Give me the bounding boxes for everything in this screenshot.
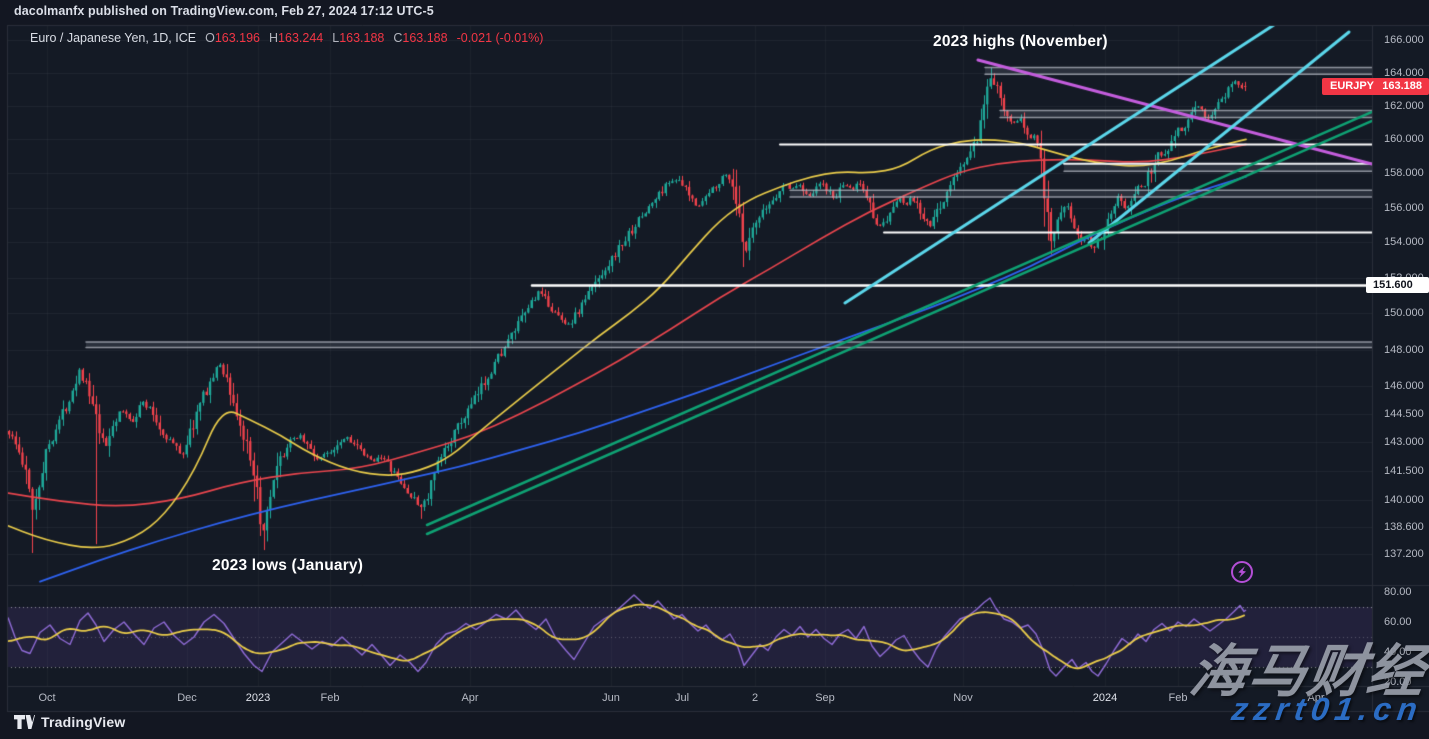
price-tick-label: 148.000 xyxy=(1384,343,1424,356)
time-tick-label: Jun xyxy=(602,692,620,704)
rsi-tick-label: 60.00 xyxy=(1384,616,1412,628)
price-tick-label: 166.000 xyxy=(1384,34,1424,46)
time-tick-label: Feb xyxy=(320,692,340,704)
price-tick-label: 144.500 xyxy=(1384,408,1424,421)
attribution-text: dacolmanfx published on TradingView.com,… xyxy=(14,4,434,18)
watermark-url: zzrt01.cn xyxy=(1229,691,1426,727)
tradingview-wordmark: TradingView xyxy=(41,714,126,730)
last-price-tag: EURJPY 163.188 xyxy=(1322,78,1429,95)
price-tick-label: 138.600 xyxy=(1384,520,1424,533)
rsi-tick-label: 80.00 xyxy=(1384,586,1412,598)
price-tick-label: 140.000 xyxy=(1384,493,1424,506)
price-tick-label: 158.000 xyxy=(1384,167,1424,180)
annotation-2023-highs: 2023 highs (November) xyxy=(933,33,1108,50)
tradingview-mark-icon xyxy=(14,715,35,729)
lightning-bolt-icon xyxy=(1238,566,1246,578)
lightning-mode-button[interactable] xyxy=(1229,559,1255,585)
rsi-tick-label: 20.00 xyxy=(1384,676,1412,688)
ohlc-open: O163.196 xyxy=(205,31,261,45)
price-tick-label: 137.200 xyxy=(1384,548,1424,560)
change-value: -0.021 (-0.01%) xyxy=(456,31,544,45)
symbol-title: Euro / Japanese Yen, 1D, ICE xyxy=(30,31,197,45)
time-tick-label: 2024 xyxy=(1092,692,1118,704)
time-tick-label: Sep xyxy=(815,692,835,704)
time-tick-label: Apr xyxy=(1307,692,1325,704)
price-tick-label: 141.500 xyxy=(1384,464,1424,477)
symbol-legend[interactable]: Euro / Japanese Yen, 1D, ICE O163.196 H1… xyxy=(30,31,543,45)
price-tick-label: 143.000 xyxy=(1384,436,1424,449)
time-tick-label: Feb xyxy=(1168,692,1188,704)
time-tick-label: Dec xyxy=(177,692,197,704)
lightning-circle xyxy=(1231,561,1253,583)
time-tick-label: 2023 xyxy=(245,692,271,704)
price-tick-label: 154.000 xyxy=(1384,236,1424,249)
level-price-tag: 151.600 xyxy=(1366,277,1429,293)
ohlc-close: C163.188 xyxy=(393,31,448,45)
price-tick-label: 146.000 xyxy=(1384,380,1424,393)
rsi-tick-label: 40.00 xyxy=(1384,646,1412,658)
ohlc-low: L163.188 xyxy=(332,31,385,45)
price-tick-label: 164.000 xyxy=(1384,66,1424,79)
tradingview-logo[interactable]: TradingView xyxy=(14,714,125,730)
ohlc-high: H163.244 xyxy=(269,31,324,45)
last-price-value: 163.188 xyxy=(1382,80,1422,92)
last-price-symbol: EURJPY xyxy=(1330,80,1375,92)
time-tick-label: Jul xyxy=(674,692,690,704)
time-tick-label: Nov xyxy=(953,692,973,704)
time-tick-label: Oct xyxy=(38,692,56,704)
time-tick-label: 2 xyxy=(751,692,759,704)
time-tick-label: Apr xyxy=(461,692,479,704)
price-tick-label: 162.000 xyxy=(1384,99,1424,112)
annotation-2023-lows: 2023 lows (January) xyxy=(212,557,364,574)
price-tick-label: 156.000 xyxy=(1384,201,1424,214)
price-tick-label: 150.000 xyxy=(1384,307,1424,320)
price-tick-label: 160.000 xyxy=(1384,133,1424,146)
